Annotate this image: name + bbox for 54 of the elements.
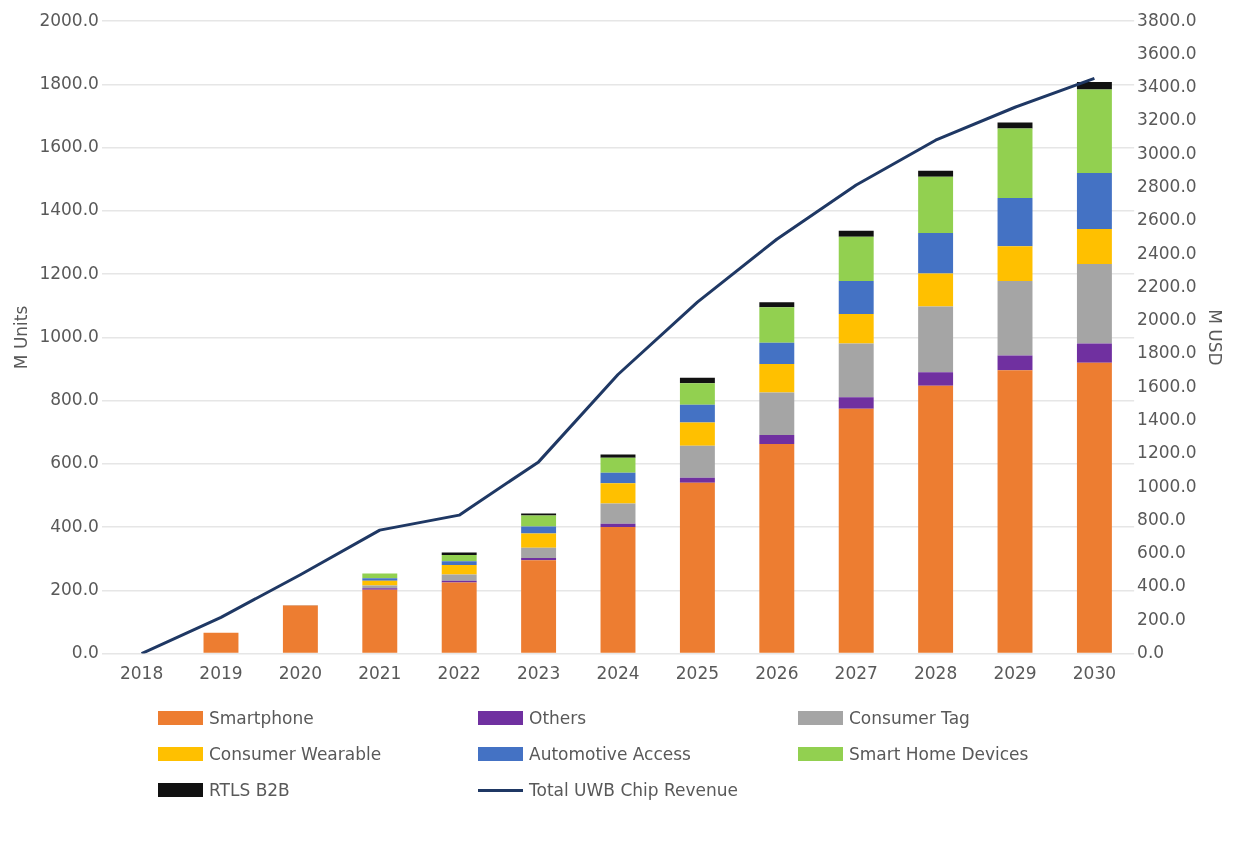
y2-tick-label: 1400.0 (1137, 409, 1197, 430)
legend-label: Smart Home Devices (849, 744, 1029, 764)
x-tick-label: 2027 (834, 663, 878, 684)
y2-tick-label: 2000.0 (1137, 309, 1197, 330)
y-tick-label: 1600.0 (39, 136, 99, 157)
y2-tick-label: 2800.0 (1137, 176, 1197, 197)
y2-tick-label: 1600.0 (1137, 375, 1197, 396)
y2-tick-label: 600.0 (1137, 542, 1186, 563)
y2-tick-label: 2200.0 (1137, 275, 1197, 296)
y-tick-label: 400.0 (50, 515, 99, 536)
legend-label: Total UWB Chip Revenue (529, 780, 739, 800)
legend-label: Consumer Wearable (209, 744, 382, 764)
x-tick-label: 2020 (278, 663, 323, 684)
y-tick-label: 600.0 (50, 452, 99, 473)
x-tick-label: 2028 (913, 663, 958, 684)
legend-label: Smartphone (209, 708, 314, 728)
y2-axis-title: M USD (1205, 309, 1226, 366)
x-tick-label: 2024 (596, 663, 640, 684)
y2-tick-label: 0.0 (1137, 642, 1165, 663)
y-tick-label: 1000.0 (39, 325, 99, 346)
y2-tick-label: 1000.0 (1137, 475, 1197, 496)
y-tick-label: 800.0 (50, 389, 99, 410)
x-tick-label: 2026 (755, 663, 799, 684)
x-tick-label: 2021 (358, 663, 402, 684)
y-tick-label: 0.0 (71, 642, 99, 663)
y2-tick-label: 1800.0 (1137, 342, 1197, 363)
y2-tick-label: 3600.0 (1137, 42, 1197, 63)
x-tick-label: 2030 (1072, 663, 1117, 684)
y-axis-title: M Units (10, 305, 31, 370)
y-tick-label: 2000.0 (39, 9, 99, 30)
y-tick-label: 1200.0 (39, 262, 99, 283)
x-tick-label: 2022 (437, 663, 481, 684)
y2-tick-label: 1200.0 (1137, 442, 1197, 463)
legend-label: Automotive Access (529, 744, 691, 764)
y2-tick-label: 3000.0 (1137, 142, 1197, 163)
y2-tick-label: 2400.0 (1137, 242, 1197, 263)
y2-tick-label: 800.0 (1137, 508, 1186, 529)
y-tick-label: 200.0 (50, 578, 99, 599)
legend-label: Others (529, 708, 587, 728)
legend-label: RTLS B2B (209, 780, 290, 800)
legend-label: Consumer Tag (849, 708, 970, 728)
y2-tick-label: 400.0 (1137, 575, 1186, 596)
y-tick-label: 1800.0 (39, 72, 99, 93)
y2-tick-label: 3800.0 (1137, 9, 1197, 30)
x-tick-label: 2019 (199, 663, 243, 684)
y-tick-label: 1400.0 (39, 199, 99, 220)
y2-tick-label: 3400.0 (1137, 76, 1197, 97)
x-tick-label: 2018 (119, 663, 164, 684)
y2-tick-label: 3200.0 (1137, 109, 1197, 130)
y2-tick-label: 200.0 (1137, 608, 1186, 629)
y2-tick-label: 2600.0 (1137, 209, 1197, 230)
x-tick-label: 2025 (675, 663, 720, 684)
x-tick-label: 2023 (516, 663, 561, 684)
x-tick-label: 2029 (993, 663, 1037, 684)
